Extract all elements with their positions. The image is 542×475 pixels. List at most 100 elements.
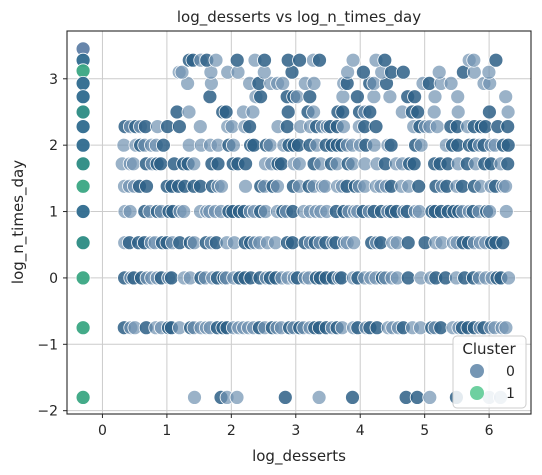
cluster-0-point (362, 104, 378, 120)
x-tick-label: 2 (227, 423, 236, 439)
cluster-0-point (498, 320, 514, 336)
cluster-0-point (500, 104, 516, 120)
cluster-0-point (422, 389, 438, 405)
cluster-0-point (262, 137, 278, 153)
cluster-1-point (75, 63, 91, 79)
cluster-0-point (488, 52, 504, 68)
y-axis-label: log_n_times_day (9, 160, 28, 284)
cluster-0-point (366, 137, 382, 153)
cluster-0-point (246, 137, 262, 153)
cluster-0-point (409, 389, 425, 405)
cluster-0-point (289, 89, 305, 105)
cluster-0-point (495, 235, 511, 251)
x-tick-label: 1 (162, 423, 171, 439)
cluster-0-point (192, 119, 208, 134)
cluster-0-point (355, 64, 371, 80)
cluster-1-point (75, 89, 91, 105)
cluster-0-point (317, 178, 333, 194)
x-axis-ticks: 0 1 2 3 4 5 6 (98, 414, 494, 439)
cluster-0-point (229, 389, 245, 405)
cluster-1-point (75, 104, 91, 120)
cluster-0-point (214, 178, 229, 194)
cluster-0-point (238, 156, 254, 172)
cluster-0-point (406, 156, 422, 172)
x-tick-label: 4 (356, 423, 365, 439)
legend-label-1: 1 (506, 386, 515, 402)
cluster-0-point (383, 137, 399, 153)
y-tick-label: −1 (37, 337, 58, 353)
cluster-0-point (382, 89, 398, 105)
x-tick-label: 6 (485, 423, 494, 439)
cluster-0-point (224, 119, 240, 134)
cluster-0-point (335, 89, 351, 105)
cluster-1-point (75, 389, 91, 405)
cluster-1-point (75, 119, 91, 134)
cluster-0-point (153, 156, 169, 172)
cluster-0-point (202, 89, 218, 105)
cluster-0-point (139, 178, 154, 194)
cluster-0-point (335, 104, 351, 120)
cluster-0-point (279, 119, 295, 134)
cluster-0-point (277, 389, 293, 405)
cluster-0-point (466, 52, 482, 68)
cluster-0-point (429, 119, 445, 134)
cluster-0-point (270, 178, 285, 194)
cluster-0-point (187, 389, 202, 405)
x-tick-label: 5 (420, 423, 429, 439)
data-points (75, 41, 517, 405)
cluster-0-point (285, 235, 300, 251)
cluster-0-point (498, 178, 514, 194)
cluster-0-point (155, 137, 171, 153)
y-tick-label: −2 (37, 404, 58, 420)
cluster-0-point (443, 76, 459, 91)
cluster-0-point (311, 389, 327, 405)
cluster-1-point (75, 270, 91, 286)
cluster-0-point (501, 270, 517, 286)
cluster-0-point (257, 52, 272, 68)
cluster-0-point (171, 119, 187, 134)
cluster-0-point (410, 104, 426, 120)
cluster-0-point (302, 89, 318, 105)
cluster-0-point (481, 104, 497, 120)
cluster-1-point (75, 235, 91, 251)
cluster-0-point (208, 52, 224, 68)
legend-marker-1 (470, 386, 484, 400)
x-tick-label: 0 (98, 423, 107, 439)
cluster-0-point (400, 270, 416, 286)
cluster-0-point (306, 104, 322, 120)
legend-label-0: 0 (506, 364, 515, 380)
cluster-0-point (395, 64, 411, 80)
cluster-0-point (481, 64, 497, 80)
cluster-0-point (312, 52, 327, 68)
cluster-0-point (306, 76, 322, 91)
cluster-0-point (253, 89, 269, 105)
cluster-0-point (280, 104, 296, 120)
cluster-0-point (218, 104, 234, 120)
cluster-0-point (292, 52, 308, 68)
cluster-0-point (345, 52, 361, 68)
cluster-0-point (400, 235, 416, 251)
cluster-0-point (345, 389, 360, 405)
plot-frame (66, 30, 532, 415)
cluster-0-point (500, 137, 516, 153)
cluster-0-point (229, 52, 245, 68)
cluster-0-point (340, 64, 356, 80)
y-tick-label: 2 (49, 138, 58, 154)
x-axis-label: log_desserts (252, 447, 346, 466)
cluster-0-point (500, 119, 516, 134)
cluster-0-point (181, 104, 197, 120)
y-tick-label: 0 (49, 271, 58, 287)
cluster-0-point (210, 156, 226, 172)
y-axis-ticks: −2 −1 0 1 2 3 (37, 72, 67, 420)
cluster-0-point (163, 270, 179, 286)
cluster-0-point (174, 64, 190, 80)
cluster-0-point (242, 119, 258, 134)
y-tick-label: 1 (49, 205, 58, 221)
cluster-0-point (450, 89, 466, 105)
cluster-0-point (477, 119, 493, 134)
legend-marker-0 (470, 364, 484, 378)
cluster-1-point (75, 178, 91, 194)
legend-title: Cluster (462, 340, 516, 358)
cluster-0-point (377, 52, 393, 68)
